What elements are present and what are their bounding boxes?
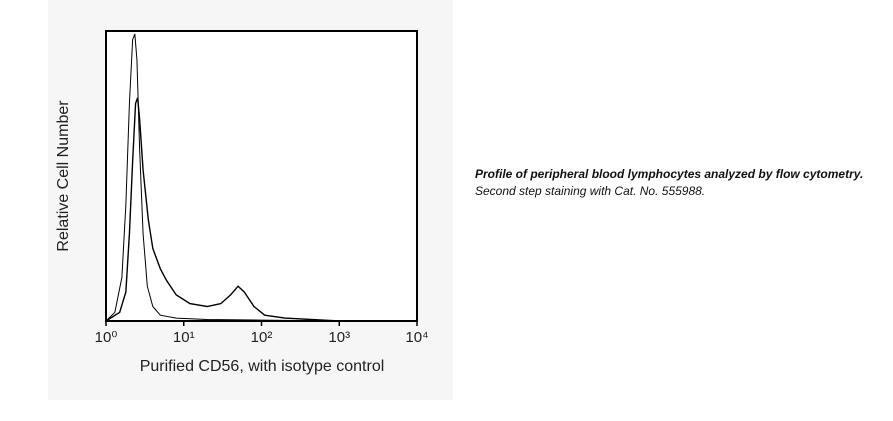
- plot-frame: [105, 30, 418, 322]
- x-tick-label: 10⁰: [95, 329, 118, 346]
- y-axis-label: Relative Cell Number: [55, 100, 72, 252]
- x-axis-label: Purified CD56, with isotype control: [140, 358, 385, 375]
- series-line: [105, 33, 340, 322]
- x-tick-label: 10⁴: [405, 329, 428, 346]
- x-tick-label: 10³: [328, 329, 350, 346]
- x-tick-label: 10²: [251, 329, 273, 346]
- x-tick-label: 10¹: [173, 329, 195, 346]
- caption-bold: Profile of peripheral blood lymphocytes …: [475, 167, 864, 181]
- caption: Profile of peripheral blood lymphocytes …: [475, 166, 875, 200]
- series-line: [105, 97, 340, 322]
- caption-text: Second step staining with Cat. No. 55598…: [475, 184, 706, 198]
